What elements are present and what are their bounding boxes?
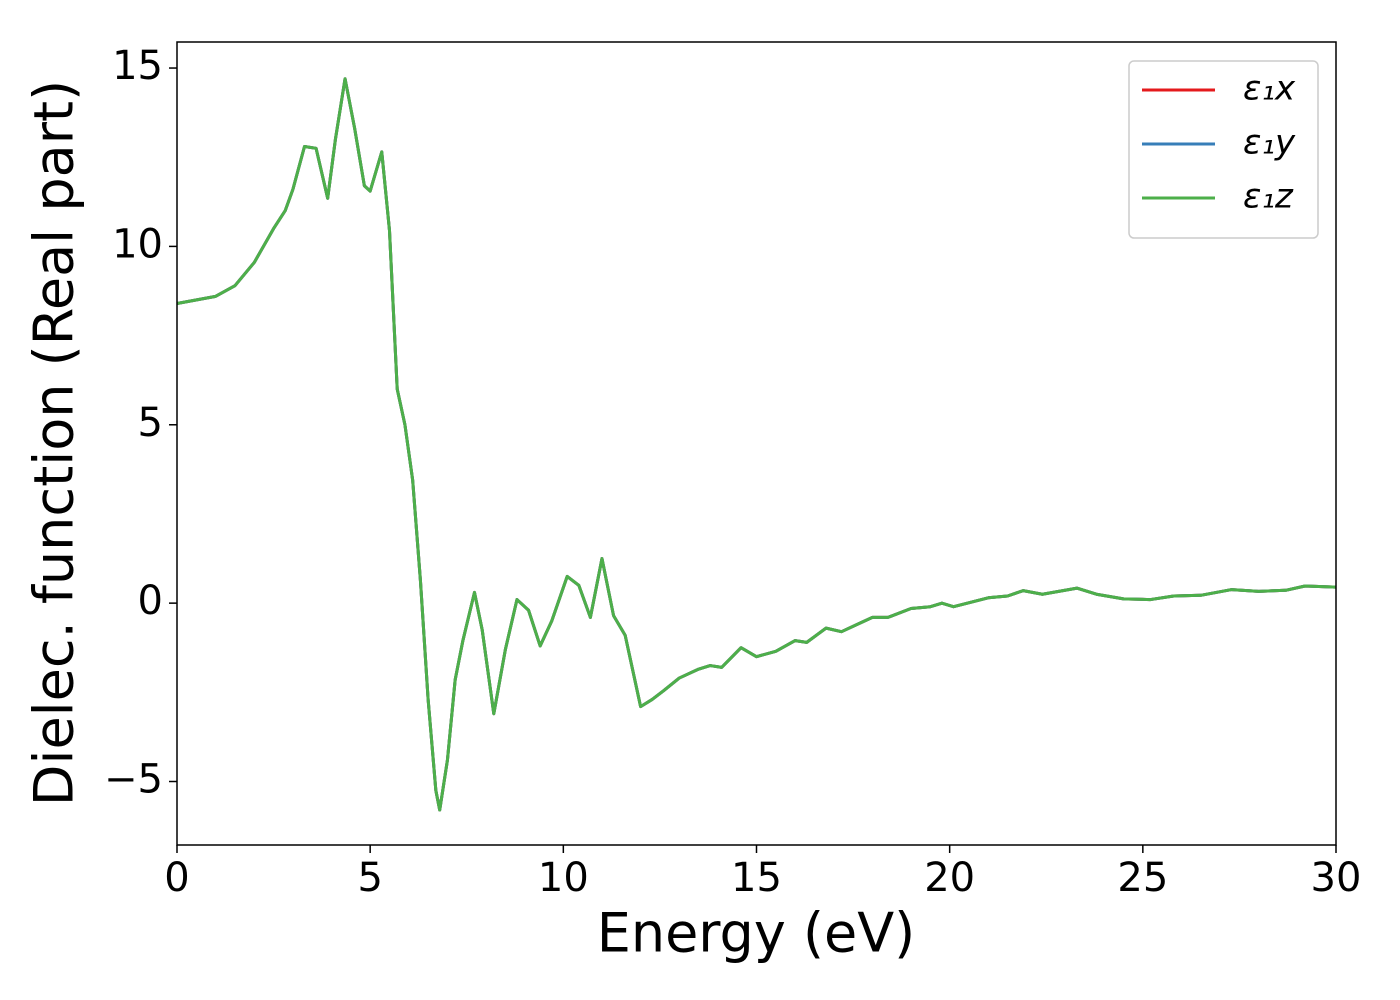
x-tick-label: 30: [1311, 855, 1362, 901]
x-tick-label: 20: [924, 855, 975, 901]
x-tick-label: 25: [1117, 855, 1168, 901]
x-tick-label: 10: [538, 855, 589, 901]
y-tick-label: 0: [138, 578, 163, 624]
x-tick-label: 15: [731, 855, 782, 901]
y-tick-label: −5: [104, 757, 163, 803]
x-axis-label: Energy (eV): [597, 902, 916, 965]
legend-label: ε₁x: [1243, 69, 1296, 109]
x-tick-label: 5: [357, 855, 382, 901]
legend-label: ε₁y: [1243, 123, 1296, 163]
x-tick-label: 0: [164, 855, 189, 901]
y-tick-label: 15: [112, 43, 163, 89]
y-tick-label: 5: [138, 400, 163, 446]
legend-label: ε₁z: [1243, 177, 1294, 217]
data-line: [176, 77, 1337, 812]
y-tick-label: 10: [112, 221, 163, 267]
plot-frame: [176, 41, 1337, 846]
legend-box: [1128, 60, 1319, 239]
y-axis-label: Dielec. function (Real part): [23, 80, 86, 806]
